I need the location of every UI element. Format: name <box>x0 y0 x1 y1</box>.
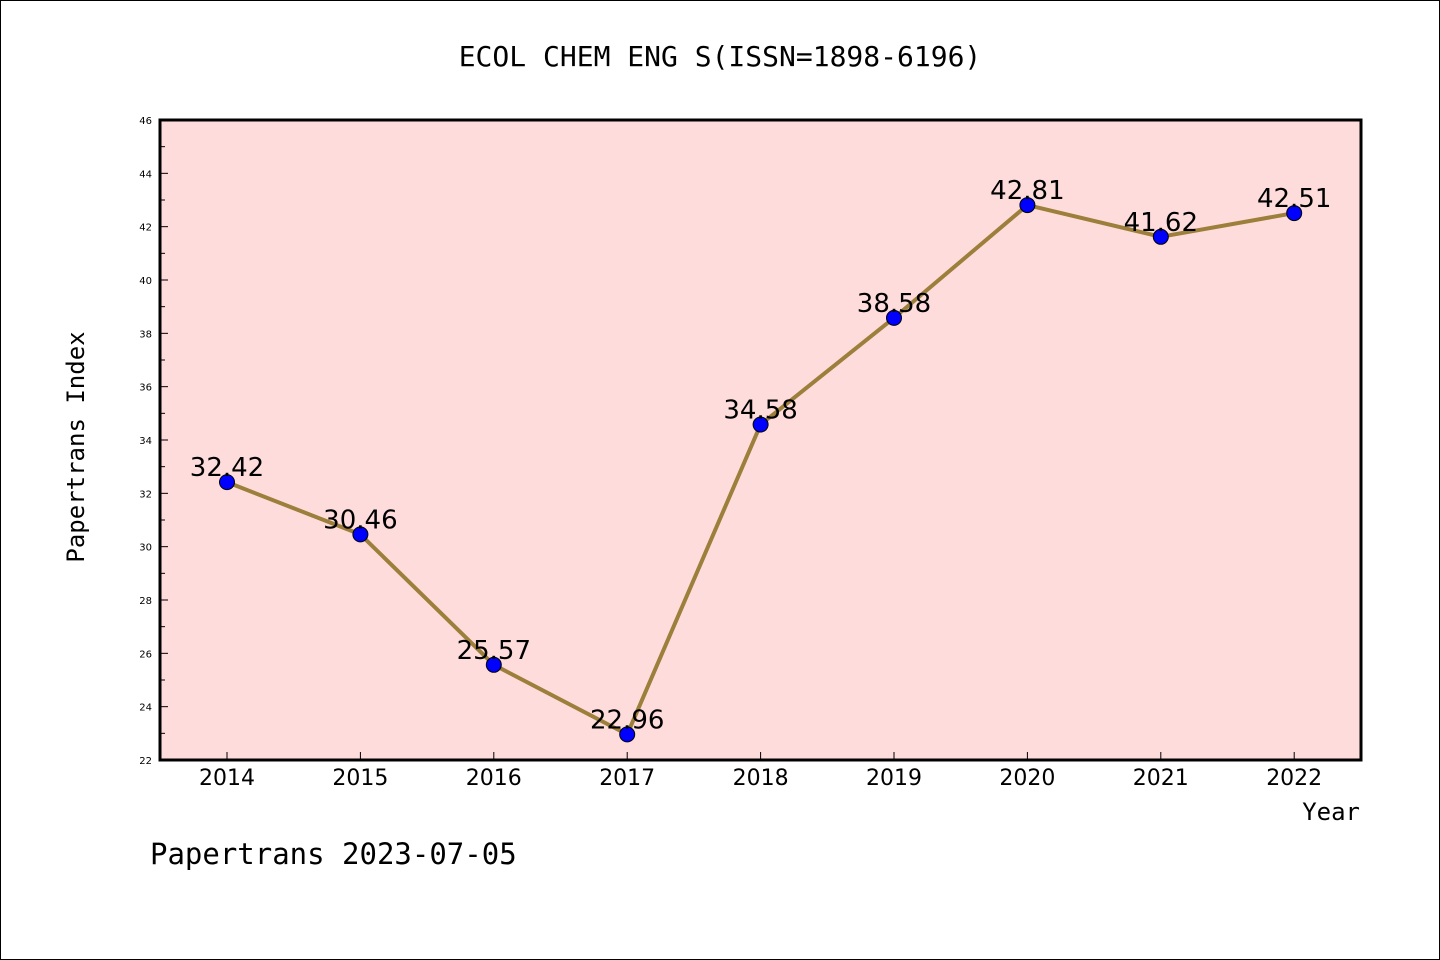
y-axis-label: Papertrans Index <box>62 331 90 562</box>
y-tick-label: 36 <box>139 383 152 394</box>
data-label: 22.96 <box>590 705 664 735</box>
y-tick-label: 28 <box>139 596 152 607</box>
y-tick-label: 38 <box>139 329 152 340</box>
footer-text: Papertrans 2023-07-05 <box>150 837 517 871</box>
x-tick-label: 2015 <box>332 766 388 791</box>
x-tick-label: 2016 <box>466 766 522 791</box>
y-tick-label: 44 <box>139 169 152 180</box>
data-point <box>752 416 769 433</box>
data-label: 42.81 <box>990 176 1064 206</box>
data-labels-group: 32.42 30.46 25.57 22.96 34.58 38.58 42.81 41.62… <box>190 176 1332 735</box>
data-point <box>1019 197 1036 214</box>
y-tick-label: 32 <box>139 489 152 500</box>
series-points-group <box>219 197 1303 743</box>
plot-area <box>160 120 1361 760</box>
x-tick-label: 2017 <box>599 766 655 791</box>
x-tick-label: 2021 <box>1133 766 1189 791</box>
y-tick-label: 24 <box>139 703 152 714</box>
data-point <box>1152 228 1169 245</box>
data-point <box>1286 205 1303 222</box>
data-label: 42.51 <box>1257 184 1331 214</box>
x-axis-label: Year <box>1302 798 1360 826</box>
y-tick-label: 26 <box>139 649 152 660</box>
data-label: 25.57 <box>457 636 531 666</box>
y-tick-label: 34 <box>139 436 152 447</box>
y-tick-label: 30 <box>139 543 152 554</box>
x-axis-ticks: 2014 2015 2016 2017 2018 2019 2020 2021 2022 <box>199 752 1322 791</box>
data-point <box>352 526 369 543</box>
data-label: 34.58 <box>723 396 797 426</box>
y-tick-label: 46 <box>139 116 152 127</box>
x-tick-label: 2020 <box>999 766 1055 791</box>
chart-title: ECOL CHEM ENG S(ISSN=1898-6196) <box>459 40 982 73</box>
y-tick-label: 22 <box>139 756 152 767</box>
y-tick-label: 40 <box>139 276 152 287</box>
x-tick-label: 2018 <box>733 766 789 791</box>
y-tick-label: 42 <box>139 223 152 234</box>
data-point <box>219 474 235 491</box>
data-label: 30.46 <box>323 505 397 535</box>
data-point <box>485 656 502 673</box>
data-label: 32.42 <box>190 453 264 483</box>
plot-frame <box>158 118 1363 762</box>
x-tick-label: 2014 <box>199 766 255 791</box>
x-tick-label: 2019 <box>866 766 922 791</box>
data-label: 41.62 <box>1124 208 1198 238</box>
data-point <box>619 726 636 743</box>
x-tick-label: 2022 <box>1266 766 1322 791</box>
data-point <box>886 309 902 326</box>
data-label: 38.58 <box>857 289 931 319</box>
